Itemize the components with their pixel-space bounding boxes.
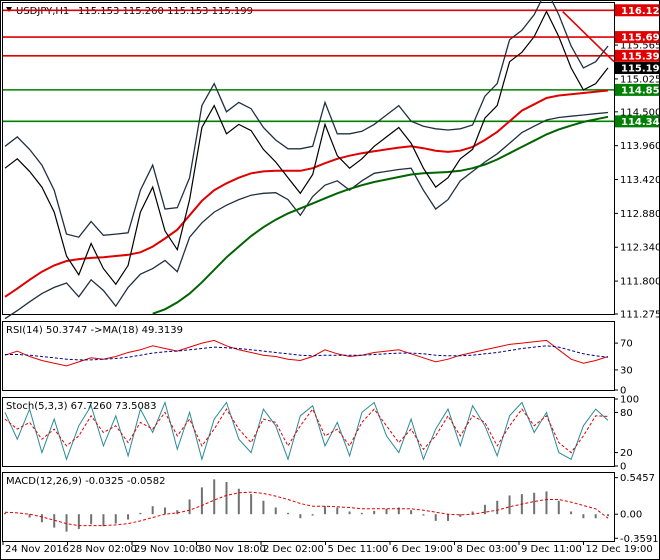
rsi-series — [4, 339, 609, 367]
price-ytick-label: 111.800 — [620, 277, 660, 288]
price-ytick-label: 111.275 — [620, 310, 660, 321]
time-label: 28 Nov 02:00 — [70, 544, 137, 555]
time-label: 12 Dec 19:00 — [586, 544, 653, 555]
time-label: 9 Dec 11:00 — [521, 544, 582, 555]
price-panel-frame — [2, 2, 615, 315]
time-label: 29 Nov 10:00 — [134, 544, 201, 555]
time-label: 8 Dec 03:00 — [457, 544, 518, 555]
moving-average-green-line — [152, 115, 609, 315]
support-level-value: 114.348 — [621, 117, 660, 128]
oscillator-series-line — [4, 408, 609, 454]
oscillator-series-line — [5, 345, 609, 361]
time-label: 24 Nov 2016 — [5, 544, 69, 555]
resistance-level-value: 115.393 — [621, 51, 660, 62]
oscillator-series-line — [4, 400, 609, 462]
time-label: 5 Dec 11:00 — [328, 544, 389, 555]
price-levels — [3, 9, 615, 123]
time-label: 2 Dec 02:00 — [263, 544, 324, 555]
stoch-series — [4, 400, 609, 462]
current-price-badge — [615, 62, 659, 75]
price-ytick-label: 115.025 — [620, 74, 660, 85]
macd-title: MACD(12,26,9) -0.0325 -0.0582 — [6, 476, 166, 487]
price-ytick-label: 115.565 — [620, 41, 660, 52]
price-ytick-label: 112.880 — [620, 209, 660, 220]
rsi-axis: 70 30 0 — [614, 339, 633, 397]
resistance-level-value: 116.120 — [621, 6, 660, 17]
price-level-labels: 116.120 115.692 115.393 114.850 114.348 115.1… — [615, 4, 660, 128]
osc-ytick-label: 20 — [620, 448, 633, 459]
osc-ytick-label: 0 — [620, 386, 626, 397]
price-ytick-label: 112.340 — [620, 243, 660, 254]
stoch-panel-frame — [2, 397, 615, 467]
price-ytick-label: 113.960 — [620, 141, 660, 152]
macd-ytick-label: 0.00 — [620, 510, 642, 521]
ohlc-values: 115.153 115.260 115.153 115.199 — [78, 6, 253, 17]
price-axis: 111.275 111.800 112.340 112.880 113.420 113.9… — [614, 41, 660, 321]
macd-ytick-label: -0.3591 — [620, 534, 659, 545]
macd-ytick-label: 0.5457 — [620, 473, 655, 484]
time-label: 30 Nov 18:00 — [199, 544, 266, 555]
resistance-level-badge — [615, 4, 659, 17]
moving-average-red-line — [4, 89, 609, 298]
macd-series — [4, 479, 609, 532]
stoch-axis: 100 80 20 0 — [614, 395, 639, 473]
price-ytick-label: 113.420 — [620, 175, 660, 186]
trendline — [562, 10, 615, 63]
osc-ytick-label: 30 — [620, 365, 633, 376]
current-price-value: 115.199 — [621, 64, 660, 75]
support-level-badge — [615, 83, 659, 96]
macd-signal-line — [4, 491, 609, 527]
resistance-level-badge — [615, 49, 659, 62]
support-level-badge — [615, 115, 659, 128]
symbol-label: USDJPY,H1 — [16, 6, 69, 17]
time-label: 6 Dec 19:00 — [392, 544, 453, 555]
osc-ytick-label: 80 — [620, 408, 633, 419]
bollinger-upper-line — [4, 0, 609, 238]
price-series — [4, 0, 609, 320]
price-ytick-label: 114.500 — [620, 107, 660, 118]
price-line — [4, 10, 609, 286]
osc-ytick-label: 0 — [620, 462, 626, 473]
osc-ytick-label: 100 — [620, 395, 639, 406]
macd-panel-frame — [2, 472, 615, 542]
stoch-title: Stoch(5,3,3) 67.7260 73.5083 — [6, 401, 157, 412]
support-level-value: 114.850 — [621, 85, 660, 96]
macd-axis: 0.5457 0.00 -0.3591 — [614, 473, 659, 545]
rsi-panel-frame — [2, 321, 615, 391]
resistance-level-badge — [615, 31, 659, 44]
rsi-title: RSI(14) 50.3747 ->MA(18) 49.3139 — [6, 325, 183, 336]
osc-ytick-label: 70 — [620, 339, 633, 350]
resistance-level-value: 115.692 — [621, 33, 660, 44]
